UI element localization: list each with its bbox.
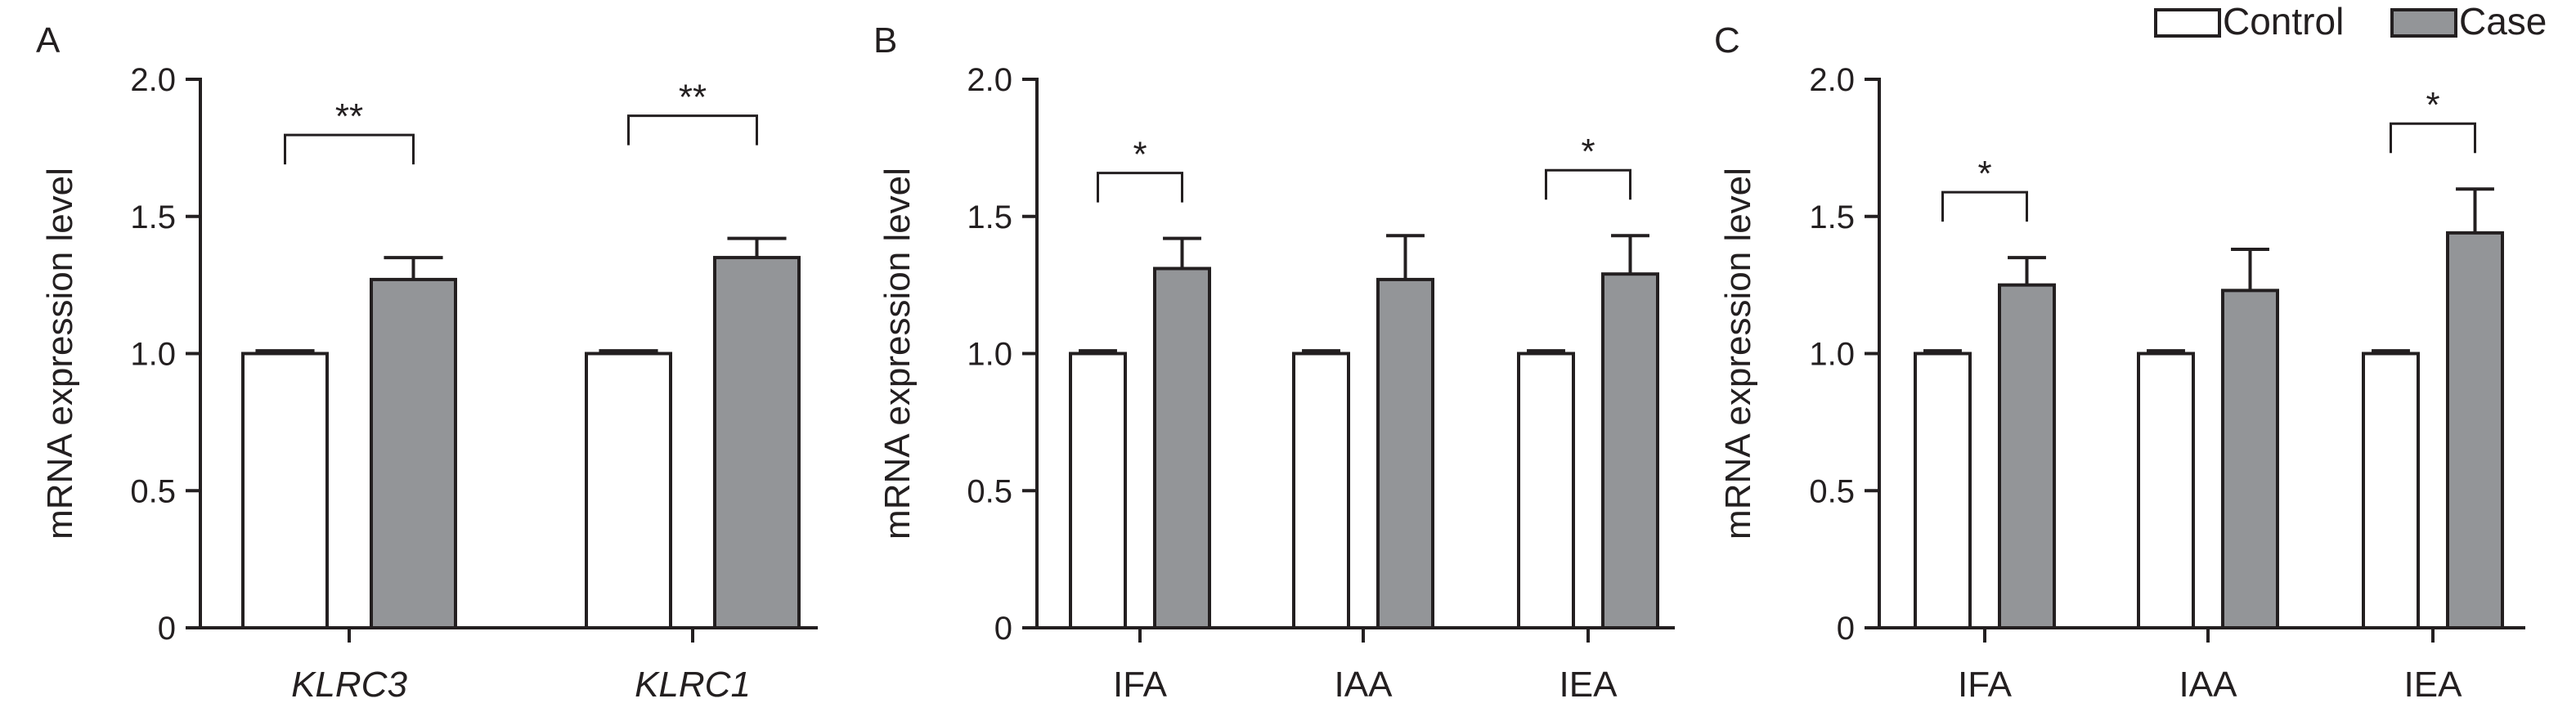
legend-swatch (2154, 8, 2221, 38)
significance-bracket (1941, 190, 2028, 222)
legend: Control Case (2154, 0, 2547, 43)
x-tick-label: IAA (2179, 665, 2238, 705)
significance-label: * (1581, 132, 1595, 172)
x-tick-label: IEA (2404, 665, 2463, 705)
legend-swatch (2390, 8, 2457, 38)
significance-bracket (627, 114, 758, 146)
y-tick-label: 0 (158, 611, 176, 647)
bar-case (1998, 283, 2056, 629)
y-tick-label: 1.5 (130, 199, 176, 235)
bar-control (585, 352, 672, 629)
y-tick-label: 0.5 (967, 473, 1012, 509)
bar-control (1517, 352, 1575, 629)
significance-bracket (1545, 168, 1631, 200)
bar-case (1376, 277, 1434, 629)
significance-bracket (2390, 122, 2476, 154)
legend-label: Case (2459, 0, 2547, 43)
y-tick-label: 2.0 (967, 62, 1012, 98)
bar-control (1914, 352, 1972, 629)
significance-label: * (2426, 85, 2439, 125)
panel-letter: C (1714, 20, 1740, 60)
y-tick-label: 0 (994, 611, 1012, 647)
bar-control (2362, 352, 2420, 629)
x-tick-label: KLRC3 (291, 665, 407, 705)
x-tick-label: IFA (1113, 665, 1168, 705)
y-tick-label: 0 (1837, 611, 1855, 647)
bar-case (1601, 272, 1659, 629)
x-tick-label: IEA (1560, 665, 1618, 705)
bar-case (2221, 289, 2279, 629)
y-tick-label: 1.5 (1809, 199, 1855, 235)
y-tick-label: 1.0 (1809, 337, 1855, 373)
y-tick-label: 2.0 (1809, 62, 1855, 98)
significance-label: * (1977, 154, 1991, 194)
bar-control (1069, 352, 1127, 629)
x-tick-label: IAA (1335, 665, 1393, 705)
x-tick-label: IFA (1958, 665, 2013, 705)
bar-case (370, 277, 457, 629)
bar-control (2137, 352, 2195, 629)
significance-label: * (1133, 135, 1147, 175)
y-tick-label: 1.5 (967, 199, 1012, 235)
y-tick-label: 0.5 (130, 473, 176, 509)
y-tick-label: 1.0 (130, 337, 176, 373)
bar-case (713, 256, 801, 629)
legend-item: Case (2390, 0, 2547, 43)
legend-item: Control (2154, 0, 2344, 43)
y-axis-title: mRNA expression level (1718, 168, 1758, 540)
bar-control (1292, 352, 1350, 629)
bar-case (1153, 266, 1211, 629)
x-tick-label: KLRC1 (635, 665, 751, 705)
panel-letter: A (36, 20, 61, 60)
significance-bracket (1097, 172, 1183, 203)
significance-label: ** (679, 78, 707, 118)
significance-bracket (284, 133, 415, 165)
legend-label: Control (2223, 0, 2344, 43)
y-tick-label: 0.5 (1809, 473, 1855, 509)
y-tick-label: 1.0 (967, 337, 1012, 373)
significance-label: ** (335, 96, 363, 137)
bar-control (241, 352, 329, 629)
y-axis-title: mRNA expression level (40, 168, 80, 540)
y-tick-label: 2.0 (130, 62, 176, 98)
bar-case (2446, 231, 2504, 629)
panel-letter: B (873, 20, 897, 60)
y-axis-title: mRNA expression level (877, 168, 918, 540)
